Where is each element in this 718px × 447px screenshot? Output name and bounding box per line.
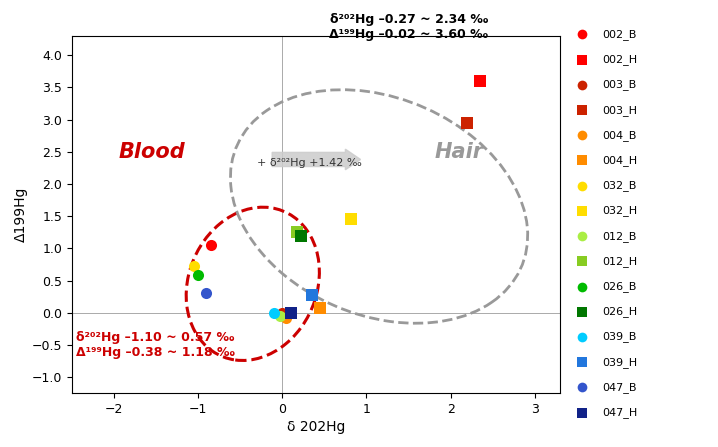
Text: 032_B: 032_B	[602, 180, 637, 191]
Text: Hair: Hair	[434, 142, 483, 162]
Text: 047_H: 047_H	[602, 407, 638, 418]
Text: 012_B: 012_B	[602, 231, 637, 241]
Text: 004_B: 004_B	[602, 130, 637, 141]
Y-axis label: Δ199Hg: Δ199Hg	[14, 187, 27, 242]
Text: 012_H: 012_H	[602, 256, 638, 267]
Text: 003_H: 003_H	[602, 105, 638, 115]
Text: δ²⁰²Hg –0.27 ~ 2.34 ‰
Δ¹⁹⁹Hg –0.02 ~ 3.60 ‰: δ²⁰²Hg –0.27 ~ 2.34 ‰ Δ¹⁹⁹Hg –0.02 ~ 3.6…	[330, 13, 488, 42]
Text: 003_B: 003_B	[602, 80, 637, 90]
Text: 047_B: 047_B	[602, 382, 637, 393]
X-axis label: δ 202Hg: δ 202Hg	[286, 420, 345, 434]
Text: 039_B: 039_B	[602, 332, 637, 342]
FancyArrow shape	[272, 149, 360, 170]
Text: 002_H: 002_H	[602, 54, 638, 65]
Text: 004_H: 004_H	[602, 155, 638, 166]
Text: + δ²⁰²Hg +1.42 ‰: + δ²⁰²Hg +1.42 ‰	[257, 158, 362, 168]
Text: 032_H: 032_H	[602, 206, 638, 216]
Text: 002_B: 002_B	[602, 29, 637, 40]
Text: 026_H: 026_H	[602, 306, 638, 317]
Text: 039_H: 039_H	[602, 357, 638, 367]
Text: Blood: Blood	[118, 142, 185, 162]
Text: δ²⁰²Hg –1.10 ~ 0.57 ‰
Δ¹⁹⁹Hg –0.38 ~ 1.18 ‰: δ²⁰²Hg –1.10 ~ 0.57 ‰ Δ¹⁹⁹Hg –0.38 ~ 1.1…	[76, 331, 235, 359]
Text: 026_B: 026_B	[602, 281, 637, 292]
